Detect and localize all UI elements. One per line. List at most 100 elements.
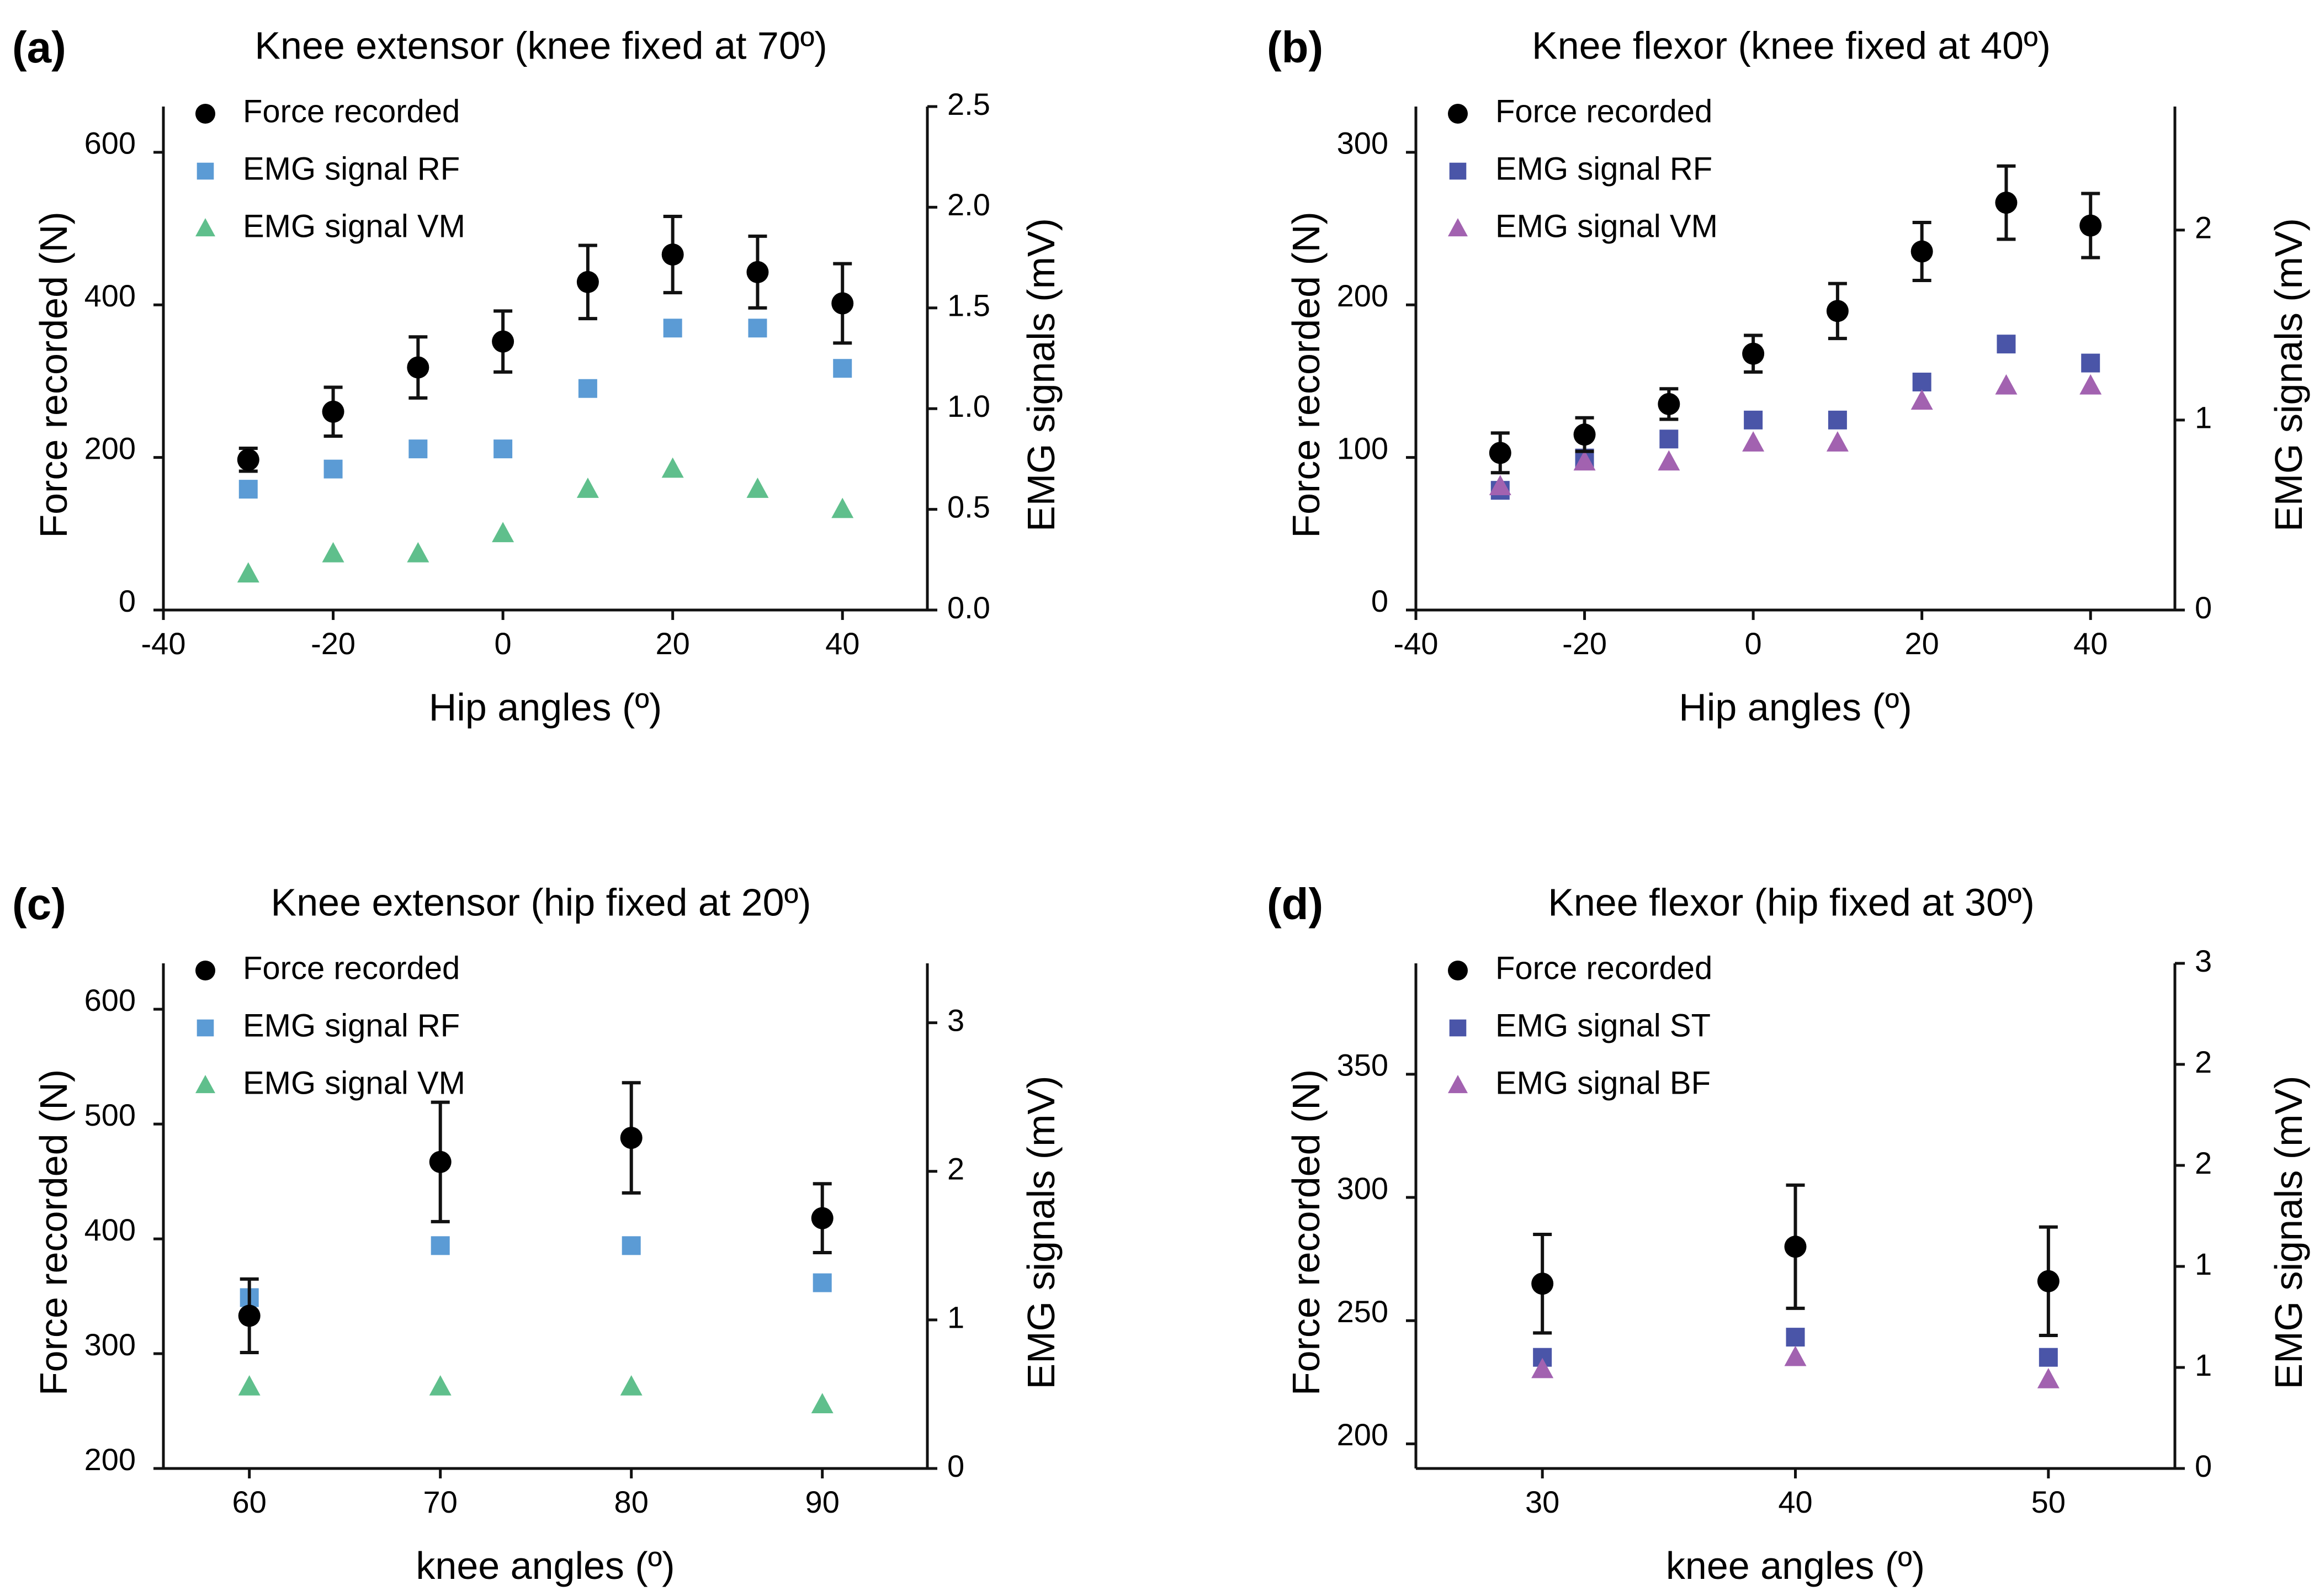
data-point	[322, 542, 344, 563]
y-tick-label-left: 0	[1371, 584, 1388, 618]
legend-label: Force recorded	[1495, 93, 1712, 129]
y-tick-label-right: 2.5	[947, 87, 990, 121]
y-axis-label-left: Force recorded (N)	[32, 1069, 75, 1396]
series-force-recorded	[238, 1081, 834, 1354]
data-point	[661, 457, 684, 478]
series-force-recorded	[1531, 1183, 2060, 1337]
data-point	[748, 319, 767, 338]
data-point	[431, 1236, 450, 1255]
y-tick-label-left: 200	[1337, 278, 1388, 313]
y-tick-label-right: 3	[947, 1003, 964, 1037]
legend-marker	[1449, 1019, 1467, 1037]
data-point	[238, 1375, 261, 1396]
legend-marker	[1448, 104, 1468, 124]
x-tick-label: 30	[1525, 1484, 1559, 1519]
legend-marker	[195, 104, 215, 124]
legend: Force recorded EMG signal RF EMG signal VM	[1448, 93, 1718, 244]
x-tick-label: 90	[805, 1484, 840, 1519]
y-tick-label-left: 400	[84, 1212, 136, 1247]
x-tick-label: 70	[423, 1484, 458, 1519]
y-tick-label-right: 2	[2195, 210, 2212, 245]
data-point	[407, 356, 429, 379]
data-point	[661, 243, 684, 266]
legend-label: EMG signal RF	[243, 151, 460, 187]
series-emg-signal-st	[1533, 1328, 2058, 1367]
y-tick-label-right: 2	[2195, 1044, 2212, 1079]
data-point	[831, 292, 854, 315]
x-tick-label: 80	[614, 1484, 649, 1519]
legend-marker	[197, 162, 214, 180]
y-tick-label-left: 400	[84, 278, 136, 313]
x-tick-label: 0	[1745, 626, 1762, 661]
y-tick-label-left: 200	[1337, 1417, 1388, 1452]
x-tick-label: 40	[1778, 1484, 1812, 1519]
y-tick-label-left: 600	[84, 983, 136, 1017]
data-point	[408, 439, 428, 459]
y-tick-label-right: 0	[2195, 590, 2212, 625]
y-tick-label-left: 500	[84, 1097, 136, 1132]
legend-label: EMG signal BF	[1495, 1065, 1711, 1101]
x-tick-label: -20	[1562, 626, 1607, 661]
series-emg-signal-vm	[1489, 374, 2102, 496]
axes	[162, 963, 929, 1470]
legend-label: Force recorded	[243, 950, 460, 986]
y-axis-label-right: EMG signals (mV)	[1020, 1076, 1063, 1390]
data-point	[2039, 1348, 2058, 1367]
x-tick-label: 20	[1905, 626, 1939, 661]
series-emg-signal-rf	[240, 1236, 832, 1307]
y-tick-label-left: 350	[1337, 1048, 1388, 1083]
data-point	[1489, 442, 1511, 464]
data-point	[833, 359, 852, 378]
data-point	[1744, 410, 1763, 430]
y-axis-label-left: Force recorded (N)	[32, 211, 75, 538]
y-tick-label-left: 600	[84, 126, 136, 161]
y-tick-label-right: 1.5	[947, 288, 990, 323]
data-point	[1910, 240, 1933, 263]
legend-marker	[1449, 162, 1467, 180]
legend-label: EMG signal RF	[1495, 151, 1712, 187]
data-point	[2079, 374, 2102, 395]
legend-label: Force recorded	[1495, 950, 1712, 986]
axes	[1414, 107, 2177, 612]
legend-marker	[1448, 1075, 1468, 1094]
x-tick-label: 50	[2031, 1484, 2066, 1519]
y-tick-label-right: 2	[2195, 1146, 2212, 1180]
chart-panel-2: (b) Knee flexor (knee fixed at 40º) -40 -20…	[1267, 23, 2310, 729]
y-tick-label-right: 2.0	[947, 187, 990, 222]
y-tick-label-right: 0.5	[947, 489, 990, 524]
data-point	[322, 400, 344, 423]
panel-label: (d)	[1267, 879, 1323, 929]
y-tick-label-right: 0	[2195, 1449, 2212, 1483]
legend-marker	[195, 1075, 215, 1094]
data-point	[1786, 1328, 1805, 1347]
data-point	[1995, 192, 2018, 214]
data-point	[429, 1375, 452, 1396]
data-point	[1826, 431, 1849, 452]
y-tick-label-left: 300	[84, 1327, 136, 1362]
legend-label: EMG signal VM	[243, 208, 465, 244]
chart-panel-4: (d) Knee flexor (hip fixed at 30º)30 40 502…	[1267, 879, 2310, 1587]
data-point	[1658, 393, 1680, 415]
data-point	[407, 542, 429, 563]
y-tick-label-left: 300	[1337, 1171, 1388, 1206]
axes	[162, 107, 929, 612]
y-axis-label-left: Force recorded (N)	[1285, 211, 1328, 538]
x-tick-label: -40	[141, 626, 186, 661]
x-axis-label: Hip angles (º)	[429, 686, 662, 729]
y-axis-label-right: EMG signals (mV)	[1020, 218, 1063, 532]
data-point	[576, 271, 599, 293]
legend: Force recorded EMG signal RF EMG signal VM	[195, 950, 465, 1101]
legend-marker	[195, 218, 215, 237]
x-tick-label: 0	[495, 626, 512, 661]
legend-marker	[195, 961, 215, 980]
y-tick-label-right: 1	[2195, 400, 2212, 435]
y-tick-label-right: 2	[947, 1152, 964, 1186]
data-point	[1912, 373, 1931, 392]
data-point	[1828, 410, 1847, 430]
data-point	[831, 497, 854, 518]
series-force-recorded	[1489, 164, 2102, 475]
x-tick-label: 60	[232, 1484, 267, 1519]
data-point	[1573, 423, 1596, 446]
y-axis-label-left: Force recorded (N)	[1285, 1069, 1328, 1396]
data-point	[237, 448, 259, 471]
